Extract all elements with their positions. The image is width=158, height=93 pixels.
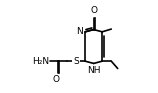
Text: O: O: [53, 75, 60, 84]
Text: H₂N: H₂N: [32, 57, 49, 66]
Text: N: N: [77, 27, 83, 36]
Text: S: S: [73, 57, 79, 66]
Text: NH: NH: [87, 66, 100, 75]
Text: O: O: [90, 6, 97, 15]
